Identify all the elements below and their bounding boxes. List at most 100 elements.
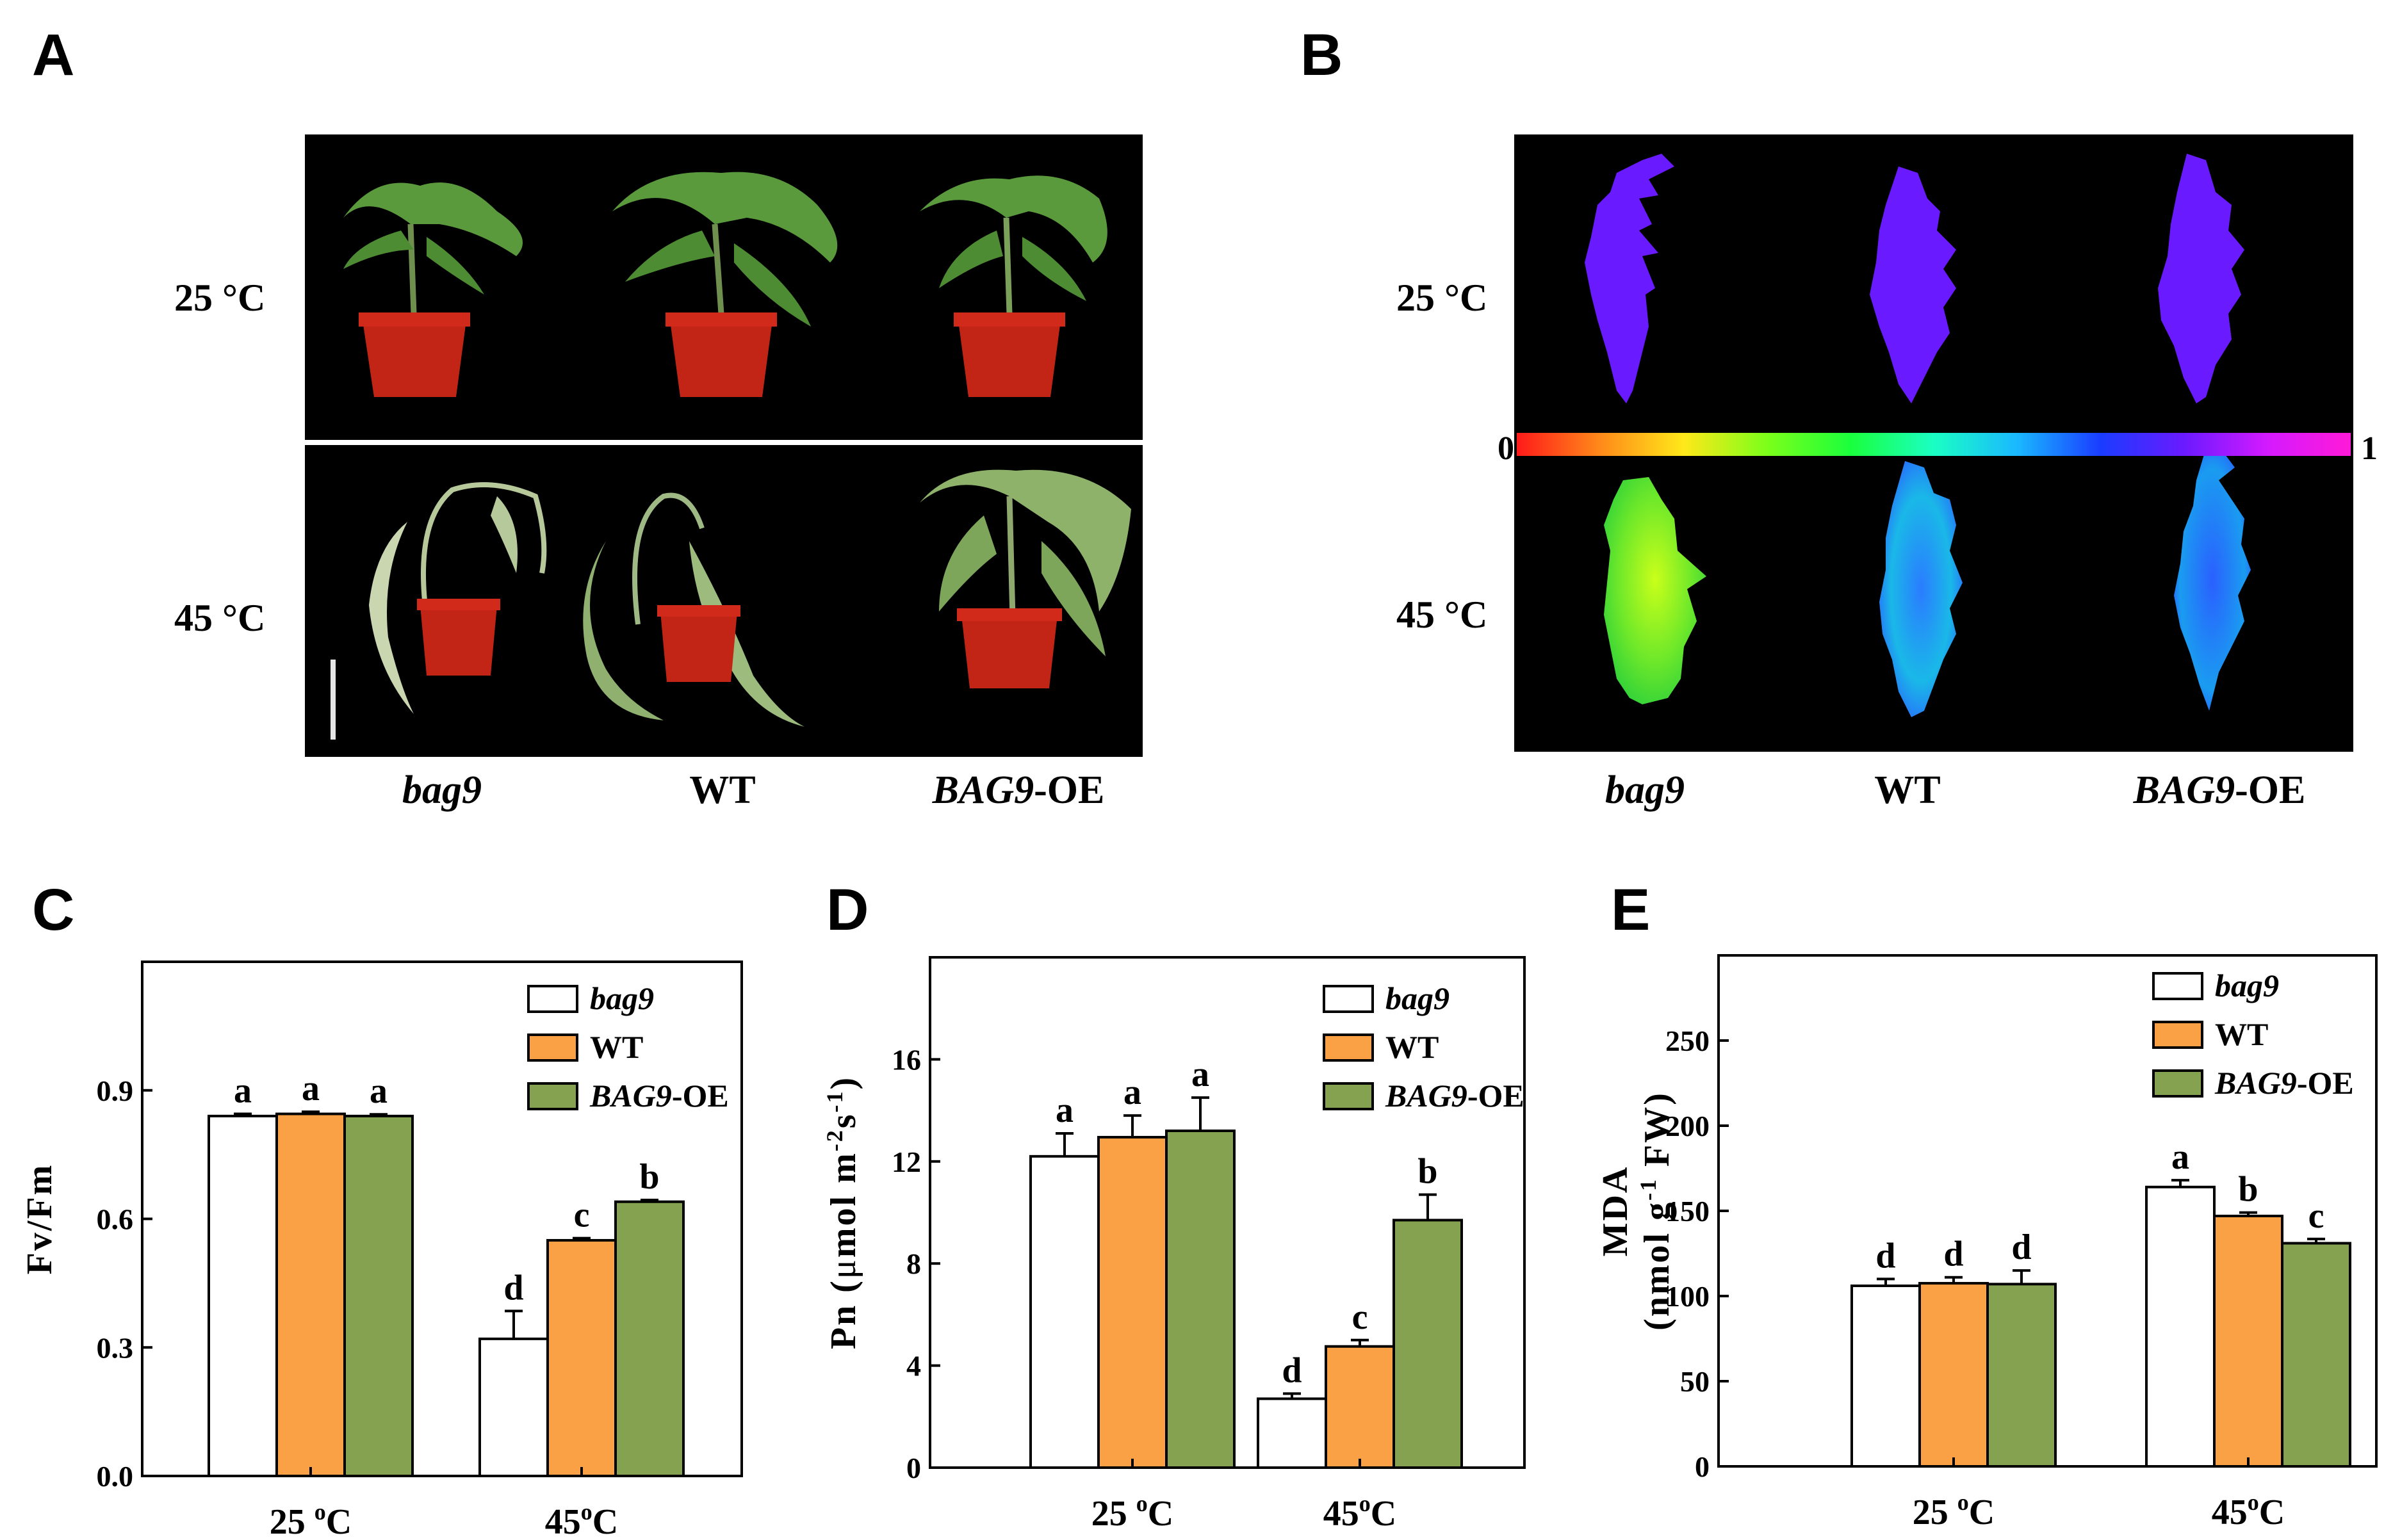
- ylabel-part: s: [824, 1112, 863, 1128]
- chart-d-sig-letter: a: [1191, 1055, 1209, 1094]
- chart-d-xtick-label: 45oC: [1323, 1491, 1396, 1534]
- leaf-fluorescence-illustration: [1585, 154, 2251, 717]
- legend-label-suffix: -OE: [2297, 1065, 2354, 1101]
- chart-d-sig-letter: c: [1352, 1297, 1368, 1337]
- xlabel-part: C: [1371, 1494, 1396, 1534]
- chart-e-sig-letter: d: [1943, 1235, 1963, 1274]
- panel-letter-c: C: [32, 877, 75, 943]
- chart-d-legend-label: BAG9-OE: [1385, 1078, 1524, 1114]
- panel-b-row-label-45: 45 °C: [1396, 594, 1488, 636]
- photo-divider: [305, 440, 1143, 445]
- chart-e-ytick-label: 250: [1665, 1025, 1710, 1057]
- chart-c-sig-letter: a: [302, 1069, 320, 1108]
- chart-e-sig-letter: c: [2308, 1196, 2324, 1236]
- chart-e-legend-label: BAG9-OE: [2214, 1065, 2354, 1101]
- chart-c-legend-label: BAG9-OE: [589, 1078, 729, 1114]
- xlabel-sup: o: [2248, 1489, 2259, 1515]
- chart-d-xtick-label: 25 oC: [1091, 1491, 1173, 1534]
- chart-e-xtick-label: 45oC: [2212, 1489, 2285, 1532]
- chart-c-sig-letter: b: [639, 1157, 659, 1197]
- chart-c-legend-swatch: [527, 1033, 578, 1062]
- chart-c-bar-wt-45c: [546, 1238, 617, 1478]
- chart-c-ytick-label: 0.0: [97, 1460, 134, 1493]
- chart-e-ytick-label: 0: [1695, 1450, 1710, 1483]
- chart-e-group: 0 50 100 150 200 250 MDA (nmol g-1 FW) d a d b d c 25 …: [1596, 954, 2378, 1532]
- chart-c-legend-swatch: [527, 1082, 578, 1110]
- chart-c-bar-bag9-oe-45c: [614, 1200, 685, 1477]
- panel-a-col-label-oe-main: BAG9: [932, 768, 1034, 812]
- legend-label-suffix: -OE: [672, 1078, 729, 1114]
- plant-bag9-25c: [343, 182, 523, 397]
- ylabel-part: (nmol g: [1637, 1201, 1677, 1331]
- panel-a-col-label-bag9: bag9: [402, 768, 482, 812]
- leaf-wt-45c: [1879, 461, 1963, 717]
- legend-label-main: BAG9: [589, 1078, 672, 1114]
- ylabel-part: μ: [824, 1258, 863, 1279]
- chart-e-legend-swatch: [2152, 1069, 2203, 1098]
- panel-b-col-label-wt: WT: [1874, 768, 1941, 812]
- chart-d-bar-wt-45c: [1325, 1345, 1395, 1469]
- xlabel-part: 25: [270, 1502, 314, 1540]
- chart-e-bar-bag9-oe-25c: [1986, 1283, 2057, 1468]
- ylabel-sup: -1: [1635, 1178, 1661, 1201]
- chart-e-sig-letter: b: [2238, 1170, 2258, 1210]
- chart-e-xtick-label: 25 oC: [1913, 1489, 1995, 1532]
- colorbar-max-label: 1: [2361, 430, 2378, 467]
- chart-c-ytick-label: 0.6: [97, 1203, 134, 1236]
- chart-d-bar-bag9-oe-25c: [1165, 1129, 1236, 1469]
- chart-d-bar-bag9-45c: [1257, 1397, 1327, 1470]
- chart-e-bar-bag9-25c: [1850, 1285, 1921, 1468]
- plant-oe-45c: [920, 469, 1131, 688]
- xlabel-sup: o: [581, 1499, 592, 1525]
- chart-c-bar-bag9-oe-25c: [343, 1114, 414, 1477]
- xlabel-sup: o: [314, 1499, 326, 1525]
- leaf-bag9-25c: [1585, 154, 1674, 403]
- chart-e-sig-letter: d: [2011, 1228, 2031, 1267]
- xlabel-part: C: [1148, 1494, 1173, 1534]
- ylabel-part: mol m: [824, 1151, 863, 1258]
- xlabel-part: 25: [1091, 1494, 1136, 1534]
- ylabel-part: Pn (: [824, 1279, 863, 1349]
- xlabel-part: C: [326, 1502, 352, 1540]
- xlabel-part: 45: [2212, 1493, 2248, 1532]
- chart-c-xtick-label: 45oC: [545, 1499, 618, 1540]
- chart-d-sig-letter: d: [1282, 1350, 1302, 1390]
- xlabel-part: C: [1969, 1493, 1995, 1532]
- leaf-oe-25c: [2158, 154, 2244, 403]
- chart-c-sig-letter: a: [370, 1071, 388, 1111]
- leaf-bag9-45c: [1604, 477, 1706, 704]
- ylabel-sup: -1: [822, 1089, 847, 1112]
- chart-d-legend-label: bag9: [1385, 980, 1450, 1016]
- chart-e-bar-bag9-45c: [2145, 1185, 2216, 1468]
- panel-a-col-label-oe-suffix: -OE: [1034, 768, 1105, 812]
- chart-c-ytick-label: 0.3: [97, 1331, 134, 1364]
- panel-letter-a: A: [32, 22, 75, 88]
- chart-d-ytick-label: 8: [906, 1247, 921, 1280]
- scale-bar: [331, 660, 336, 740]
- xlabel-sup: o: [1957, 1489, 1969, 1515]
- chart-d-legend-swatch: [1323, 1033, 1374, 1062]
- panel-b-row-label-25: 25 °C: [1396, 277, 1488, 319]
- chart-c-sig-letter: a: [234, 1071, 252, 1111]
- chart-d-ytick-label: 16: [892, 1043, 921, 1076]
- panel-b-col-label-oe-main: BAG9: [2133, 768, 2235, 812]
- chart-d-ylabel: Pn (μmol m-2s-1): [822, 1076, 863, 1349]
- panel-letter-b: B: [1300, 22, 1343, 88]
- chart-c-bar-bag9-25c: [208, 1114, 278, 1477]
- plant-wt-25c: [612, 172, 838, 397]
- ylabel-part: FW): [1637, 1091, 1677, 1178]
- chart-e-ylabel: MDA: [1596, 1165, 1635, 1257]
- leaf-wt-25c: [1870, 166, 1956, 403]
- chart-d-legend-swatch: [1323, 1082, 1374, 1110]
- panel-a-col-label-wt: WT: [689, 768, 756, 812]
- plants-photo-45c: [305, 445, 1143, 757]
- plant-oe-25c: [920, 175, 1107, 397]
- chart-c-sig-letter: d: [503, 1268, 523, 1308]
- plant-bag9-45c: [369, 482, 547, 714]
- panel-a-col-label-oe: BAG9-OE: [933, 770, 1105, 810]
- chart-c-legend-label: WT: [590, 1029, 643, 1065]
- fvfm-colorbar: [1517, 433, 2351, 456]
- ylabel-sup: -2: [822, 1128, 847, 1151]
